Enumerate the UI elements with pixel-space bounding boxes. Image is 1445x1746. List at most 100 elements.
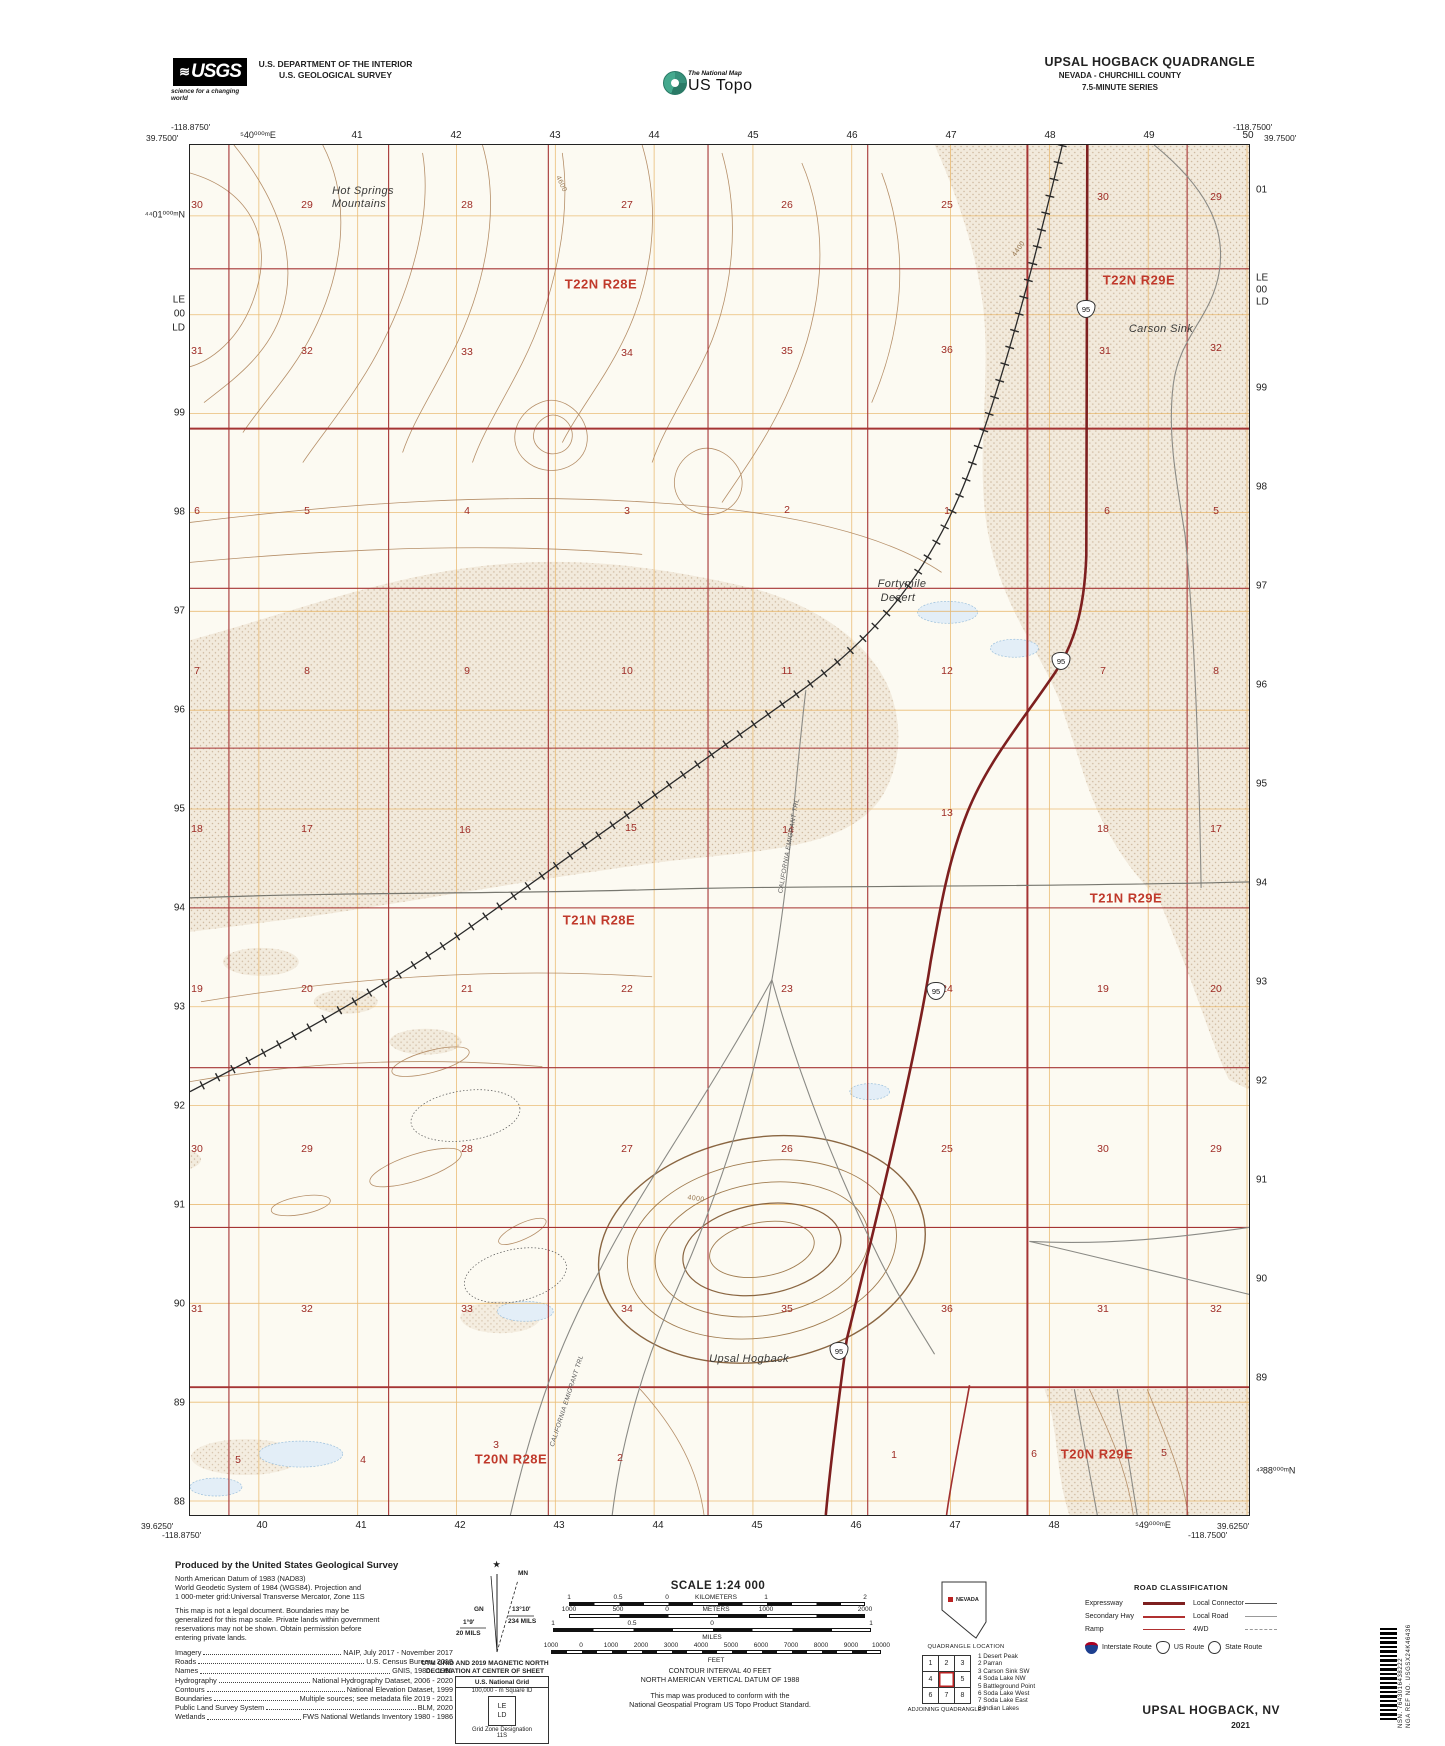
bottom-right-road-4 bbox=[1116, 1389, 1138, 1515]
emigrant-trail-west bbox=[509, 979, 773, 1515]
right-grid-label: 91 bbox=[1256, 1174, 1268, 1186]
bottom-right-road-2 bbox=[1029, 1226, 1249, 1243]
scalebar-tick-label: 2 bbox=[863, 1594, 867, 1601]
scalebar-tick-label: 8000 bbox=[813, 1642, 829, 1649]
credit-label: Imagery bbox=[175, 1648, 202, 1657]
left-grid-label: 99 bbox=[173, 407, 185, 419]
local-road-horizontal bbox=[190, 881, 1249, 899]
department-line2: U.S. GEOLOGICAL SURVEY bbox=[278, 69, 393, 80]
credit-row: Wetlands FWS National Wetlands Inventory … bbox=[175, 1712, 453, 1721]
top-grid-tick: 45 bbox=[747, 130, 759, 141]
credit-value: National Elevation Dataset, 1999 bbox=[346, 1684, 453, 1694]
declination-diagram: ★ GN MN 1°9' 20 MILS 13°10' 234 MILS UTM… bbox=[421, 1558, 548, 1678]
credit-label: Wetlands bbox=[175, 1712, 206, 1722]
quadrangle-marker bbox=[948, 1597, 953, 1602]
scale-title: SCALE 1:24 000 bbox=[670, 1580, 766, 1592]
scalebar-tick-label: 1000 bbox=[758, 1606, 774, 1613]
road-class-line bbox=[1143, 1602, 1185, 1605]
scalebar-tick-label: 1000 bbox=[603, 1642, 619, 1649]
right-grid-label: 93 bbox=[1256, 976, 1268, 988]
ustopo-logo-text: US Topo bbox=[688, 77, 753, 94]
standard-conformance-note: This map was produced to conform with th… bbox=[629, 1691, 811, 1709]
scalebar-tick-label: 2000 bbox=[857, 1606, 873, 1613]
adjoining-quad-name: 4 Soda Lake NW bbox=[978, 1675, 1026, 1683]
right-grid-label: LE bbox=[1256, 272, 1269, 284]
road-class-line bbox=[1245, 1616, 1277, 1617]
declination-caption: UTM GRID AND 2019 MAGNETIC NORTH DECLINA… bbox=[421, 1660, 549, 1675]
credit-leader bbox=[213, 1694, 298, 1702]
adjoining-cell: 1 bbox=[923, 1656, 938, 1671]
state-locator: NEVADA QUADRANGLE LOCATION bbox=[927, 1580, 1004, 1650]
credit-label: Contours bbox=[175, 1684, 205, 1694]
road-class-line bbox=[1245, 1603, 1277, 1604]
scalebar-tick-label: 5000 bbox=[723, 1642, 739, 1649]
right-grid-label: 98 bbox=[1256, 481, 1268, 493]
adjoining-quad-name: 3 Carson Sink SW bbox=[978, 1667, 1030, 1675]
emigrant-trail-branch bbox=[771, 979, 936, 1355]
top-grid-tick: 46 bbox=[846, 130, 858, 141]
bottom-grid-tick: 43 bbox=[553, 1520, 565, 1531]
shield-label: State Route bbox=[1225, 1644, 1263, 1651]
corner-coordinate: 39.7500' bbox=[146, 133, 179, 143]
mn-angle: 13°10' bbox=[512, 1606, 531, 1613]
top-grid-tick: 43 bbox=[549, 130, 561, 141]
left-grid-label: 94 bbox=[173, 902, 185, 914]
declination-arrows bbox=[460, 1574, 534, 1653]
sheet-year: 2021 bbox=[1231, 1720, 1250, 1730]
credit-value: BLM, 2020 bbox=[417, 1703, 453, 1713]
scalebar-miles bbox=[553, 1628, 871, 1632]
right-grid-label: 97 bbox=[1256, 580, 1268, 592]
left-grid-label: 96 bbox=[173, 704, 185, 716]
credit-value: FWS National Wetlands Inventory 1980 - 1… bbox=[302, 1712, 453, 1722]
right-grid-label: 92 bbox=[1256, 1075, 1268, 1087]
road-class-row: Ramp 4WD bbox=[1085, 1623, 1277, 1636]
credit-row: Hydrography National Hydrography Dataset,… bbox=[175, 1676, 453, 1685]
road-class-label: Expressway bbox=[1085, 1600, 1123, 1607]
scalebar-tick-label: 1000 bbox=[543, 1642, 559, 1649]
department-line1: U.S. DEPARTMENT OF THE INTERIOR bbox=[258, 59, 413, 69]
route-shield-legend: Interstate Route US Route State Route bbox=[1085, 1641, 1277, 1654]
right-grid-label: 96 bbox=[1256, 679, 1268, 691]
credit-label: Names bbox=[175, 1666, 199, 1676]
usng-square-top: LE bbox=[497, 1703, 507, 1710]
road-class-label: 4WD bbox=[1193, 1626, 1209, 1633]
sheet-name: UPSAL HOGBACK, NV bbox=[1142, 1703, 1280, 1717]
state-name: NEVADA bbox=[956, 1597, 979, 1603]
department-heading: U.S. DEPARTMENT OF THE INTERIOR U.S. GEO… bbox=[258, 59, 413, 80]
shield-label: Interstate Route bbox=[1102, 1644, 1152, 1651]
top-grid-tick: 42 bbox=[450, 130, 462, 141]
nevada-outline bbox=[941, 1581, 987, 1639]
road-class-label: Secondary Hwy bbox=[1085, 1613, 1135, 1620]
scalebar-tick-label: 0 bbox=[665, 1594, 669, 1601]
adjoining-quad-name: 6 Soda Lake West bbox=[978, 1690, 1030, 1698]
road-class-row: Expressway Local Connector bbox=[1085, 1597, 1277, 1610]
corner-coordinate: -118.7500' bbox=[1188, 1530, 1228, 1540]
scalebar-tick-label: 0 bbox=[710, 1620, 714, 1627]
credit-leader bbox=[200, 1666, 391, 1674]
left-grid-label: 97 bbox=[173, 605, 185, 617]
road-class-row: Secondary Hwy Local Road bbox=[1085, 1610, 1277, 1623]
usgs-tagline: science for a changing world bbox=[171, 88, 240, 102]
gn-angle: 1°9' bbox=[463, 1619, 475, 1626]
bottom-grid-tick: 40 bbox=[256, 1520, 268, 1531]
bottom-right-road-3 bbox=[1073, 1389, 1098, 1515]
scalebar-tick-label: KILOMETERS bbox=[695, 1594, 737, 1601]
quadrangle-location-caption: QUADRANGLE LOCATION bbox=[927, 1644, 1005, 1650]
carson-sink-road bbox=[1153, 145, 1222, 888]
adjoining-quad-name: 1 Desert Peak bbox=[978, 1653, 1018, 1660]
usgs-logo: ≋ USGS bbox=[173, 58, 247, 86]
credit-label: Hydrography bbox=[175, 1675, 217, 1685]
usng-subtitle: 100,000 - m Square ID bbox=[471, 1688, 533, 1694]
corner-coordinate: 39.6250' bbox=[1217, 1521, 1250, 1531]
railroad-track bbox=[190, 145, 1067, 1096]
scalebar-tick-label: 4000 bbox=[693, 1642, 709, 1649]
production-notes: Produced by the United States Geological… bbox=[175, 1560, 453, 1722]
road-classification-legend: ROAD CLASSIFICATION Expressway Local Conn… bbox=[1085, 1583, 1277, 1654]
road-class-line bbox=[1143, 1615, 1185, 1618]
scalebar-tick-label: 1 bbox=[869, 1620, 873, 1627]
corner-coordinate: -118.8750' bbox=[171, 122, 211, 132]
bottom-grid-tick: 47 bbox=[949, 1520, 961, 1531]
